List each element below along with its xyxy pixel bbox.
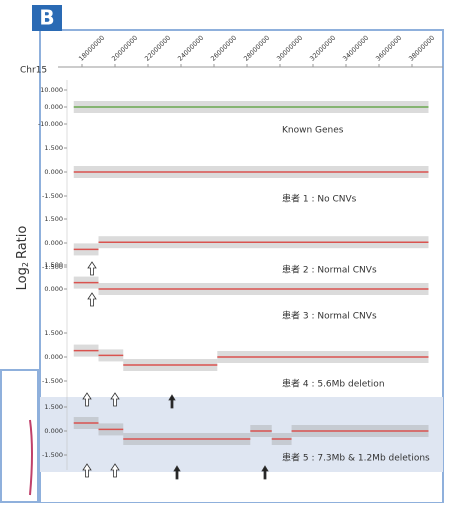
- x-tick-label: 34000000: [341, 34, 370, 63]
- y-tick-label: 0.000: [44, 103, 63, 111]
- y-tick-label: -1.500: [42, 192, 63, 200]
- y-tick-label: -1.500: [42, 377, 63, 385]
- y-tick-label: 0.000: [44, 427, 63, 435]
- y-tick-label: 0.000: [44, 239, 63, 247]
- hollow-arrow: [88, 262, 96, 275]
- track-label: 患者 1 : No CNVs: [282, 193, 357, 205]
- panel-label: B: [39, 6, 54, 30]
- x-tick-label: 26000000: [209, 34, 238, 63]
- y-tick-label: 1.500: [44, 403, 63, 411]
- y-tick-label: 1.500: [44, 215, 63, 223]
- x-tick-label: 20000000: [110, 34, 139, 63]
- x-tick-label: 30000000: [275, 34, 304, 63]
- y-tick-label: 1.500: [44, 329, 63, 337]
- track-label: 患者 2 : Normal CNVs: [282, 264, 377, 276]
- y-tick-label: 1.500: [44, 144, 63, 152]
- y-axis-title: Log2 Ratio: [15, 226, 30, 291]
- y-tick-label: -1.500: [42, 451, 63, 459]
- track-label: 患者 4 : 5.6Mb deletion: [282, 378, 385, 390]
- x-tick-label: 38000000: [407, 34, 436, 63]
- x-tick-label: 36000000: [374, 34, 403, 63]
- y-title-base: Log: [15, 267, 30, 290]
- track-label: 患者 3 : Normal CNVs: [282, 310, 377, 322]
- y-tick-label: 10.000: [40, 86, 63, 94]
- track-label: Known Genes: [282, 126, 344, 136]
- x-tick-label: 28000000: [242, 34, 271, 63]
- track-label: 患者 5 : 7.3Mb & 1.2Mb deletions: [282, 452, 430, 464]
- chromosome-label: Chr15: [20, 66, 47, 76]
- y-tick-label: 0.000: [44, 353, 63, 361]
- figure: B Chr15 Log2 Ratio 1800000020000000220000…: [0, 0, 457, 503]
- x-tick-label: 22000000: [143, 34, 172, 63]
- x-tick-label: 32000000: [308, 34, 337, 63]
- y-tick-label: 0.000: [44, 168, 63, 176]
- page: B Chr15 Log2 Ratio 1800000020000000220000…: [0, 0, 457, 507]
- y-tick-label: 1.500: [44, 261, 63, 269]
- y-title-sub: 2: [21, 262, 30, 267]
- y-tick-label: 0.000: [44, 285, 63, 293]
- hollow-arrow: [88, 293, 96, 306]
- x-tick-label: 24000000: [176, 34, 205, 63]
- x-tick-label: 18000000: [77, 34, 106, 63]
- y-title-word: Ratio: [15, 226, 30, 259]
- y-tick-label: -10.000: [38, 120, 63, 128]
